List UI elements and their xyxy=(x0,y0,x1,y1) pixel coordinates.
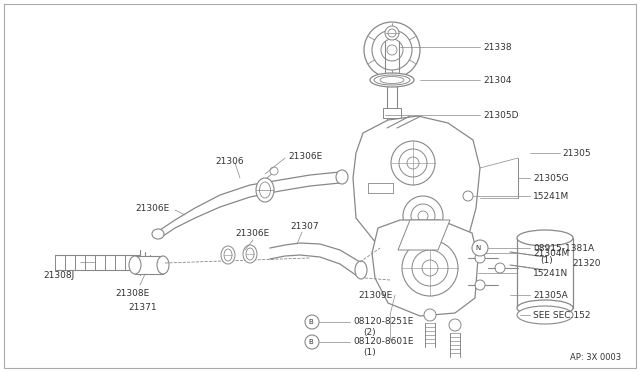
Bar xyxy=(383,108,401,118)
Text: 21305G: 21305G xyxy=(533,173,568,183)
Circle shape xyxy=(305,335,319,349)
Ellipse shape xyxy=(256,178,274,202)
Ellipse shape xyxy=(336,170,348,184)
Ellipse shape xyxy=(355,261,367,279)
Ellipse shape xyxy=(129,256,141,274)
Circle shape xyxy=(270,167,278,175)
Circle shape xyxy=(364,22,420,78)
Text: 21305: 21305 xyxy=(562,148,591,157)
Text: 21306E: 21306E xyxy=(288,151,323,160)
Text: 21306E: 21306E xyxy=(135,203,169,212)
Text: B: B xyxy=(308,339,314,345)
Circle shape xyxy=(424,309,436,321)
Polygon shape xyxy=(372,220,478,316)
Text: SEE SEC.152: SEE SEC.152 xyxy=(533,311,591,320)
Text: 15241M: 15241M xyxy=(533,192,569,201)
Text: N: N xyxy=(476,245,481,251)
Text: 21307: 21307 xyxy=(290,221,319,231)
Ellipse shape xyxy=(243,245,257,263)
Text: 21305D: 21305D xyxy=(483,110,518,119)
Text: 08120-8251E: 08120-8251E xyxy=(353,317,413,327)
Text: 21306: 21306 xyxy=(215,157,244,166)
Text: 08120-8601E: 08120-8601E xyxy=(353,337,413,346)
Ellipse shape xyxy=(157,256,169,274)
Text: (1): (1) xyxy=(363,349,376,357)
Ellipse shape xyxy=(370,73,414,87)
Circle shape xyxy=(475,280,485,290)
Circle shape xyxy=(305,315,319,329)
Ellipse shape xyxy=(152,229,164,239)
Text: (2): (2) xyxy=(363,328,376,337)
Ellipse shape xyxy=(517,300,573,316)
Bar xyxy=(517,238,573,308)
Text: 15241N: 15241N xyxy=(533,269,568,278)
Text: 08915-1381A: 08915-1381A xyxy=(533,244,594,253)
Text: 21308J: 21308J xyxy=(43,270,74,279)
Text: 21306E: 21306E xyxy=(235,228,269,237)
Text: AP: 3X 0003: AP: 3X 0003 xyxy=(570,353,621,362)
Text: 21304M: 21304M xyxy=(533,248,569,257)
Bar xyxy=(135,256,163,274)
Ellipse shape xyxy=(517,230,573,246)
Circle shape xyxy=(472,240,488,256)
Text: 21371: 21371 xyxy=(128,304,157,312)
Circle shape xyxy=(449,319,461,331)
Text: (1): (1) xyxy=(540,256,553,264)
Text: 21338: 21338 xyxy=(483,42,511,51)
Ellipse shape xyxy=(517,306,573,324)
Polygon shape xyxy=(353,116,480,253)
Text: B: B xyxy=(308,319,314,325)
Circle shape xyxy=(463,191,473,201)
Circle shape xyxy=(495,263,505,273)
Text: 21320: 21320 xyxy=(572,259,600,267)
Circle shape xyxy=(385,26,399,40)
Text: 21305A: 21305A xyxy=(533,291,568,299)
Text: 21304: 21304 xyxy=(483,76,511,84)
Circle shape xyxy=(475,253,485,263)
Text: 21308E: 21308E xyxy=(115,289,149,298)
Polygon shape xyxy=(398,220,450,250)
Ellipse shape xyxy=(221,246,235,264)
Text: 21309E: 21309E xyxy=(358,292,392,301)
